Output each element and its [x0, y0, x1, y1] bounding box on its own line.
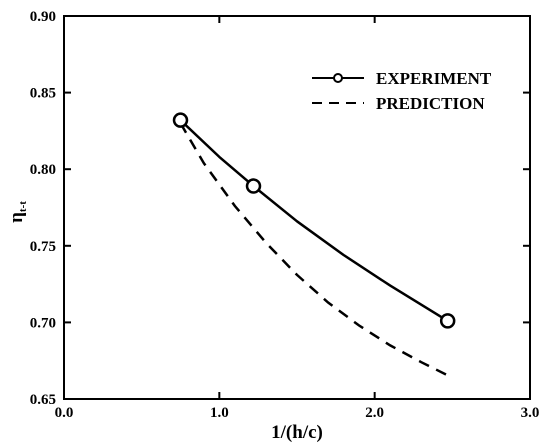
- x-tick-label: 3.0: [521, 405, 540, 421]
- x-tick-label: 2.0: [365, 405, 384, 421]
- legend: EXPERIMENT PREDICTION: [312, 69, 492, 113]
- y-tick-label: 0.70: [30, 315, 56, 331]
- y-axis-title-subscript: t-t: [17, 201, 29, 212]
- series-experiment-line: [179, 119, 449, 322]
- series-experiment-point: [172, 112, 189, 128]
- series-prediction-line: [179, 122, 453, 379]
- legend-prediction-label: PREDICTION: [376, 94, 485, 113]
- x-tick-label: 1.0: [210, 405, 229, 421]
- y-axis-title: ηt-t: [6, 201, 29, 223]
- x-axis-title: 1/(h/c): [271, 422, 323, 443]
- y-axis-ticks: 0.65 0.70 0.75 0.80 0.85 0.90: [30, 9, 530, 408]
- legend-experiment-label: EXPERIMENT: [376, 69, 492, 88]
- y-tick-label: 0.85: [30, 86, 56, 102]
- y-axis-title-main: η: [6, 212, 27, 223]
- series-experiment-point: [245, 178, 262, 194]
- series-experiment-point: [439, 313, 456, 329]
- x-axis-ticks: 0.0 1.0 2.0 3.0: [55, 16, 540, 421]
- y-tick-label: 0.80: [30, 162, 56, 178]
- y-tick-label: 0.75: [30, 239, 56, 255]
- legend-experiment-marker: [333, 73, 343, 83]
- y-tick-label: 0.90: [30, 9, 56, 25]
- series-layer: [172, 112, 456, 379]
- y-tick-label: 0.65: [30, 392, 56, 408]
- svg-text:ηt-t: ηt-t: [6, 201, 29, 223]
- plot-frame: [63, 15, 531, 400]
- x-tick-label: 0.0: [55, 405, 74, 421]
